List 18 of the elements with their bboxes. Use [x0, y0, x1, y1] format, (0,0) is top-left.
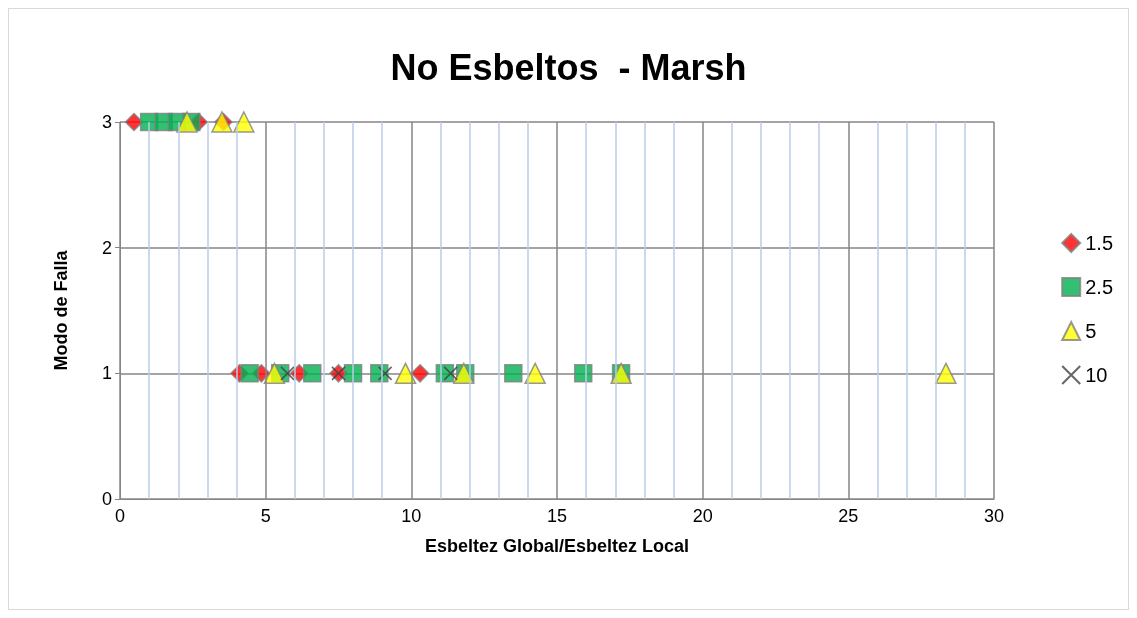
x-tick-label: 20 — [692, 506, 713, 526]
x-tick-label: 25 — [838, 506, 859, 526]
y-tick-label: 3 — [101, 112, 112, 132]
legend-label: 2.5 — [1085, 276, 1114, 298]
x-tick-label: 15 — [546, 506, 568, 526]
y-tick-label: 1 — [101, 363, 112, 384]
x-axis-title: Esbeltez Global/Esbeltez Local — [424, 536, 690, 556]
x-tick-label: 0 — [114, 506, 126, 526]
y-tick-label: 0 — [101, 489, 112, 509]
legend-label: 10 — [1085, 364, 1108, 386]
y-tick-label: 2 — [101, 237, 112, 258]
x-tick-label: 30 — [983, 506, 1005, 526]
x-tick-label: 5 — [260, 506, 271, 526]
y-axis-title: Modo de Falla — [51, 249, 71, 371]
legend-label: 1.5 — [1085, 232, 1114, 254]
chart-title: No Esbeltos - Marsh — [390, 46, 747, 88]
legend-label: 5 — [1085, 320, 1097, 342]
x-tick-label: 10 — [401, 506, 422, 526]
